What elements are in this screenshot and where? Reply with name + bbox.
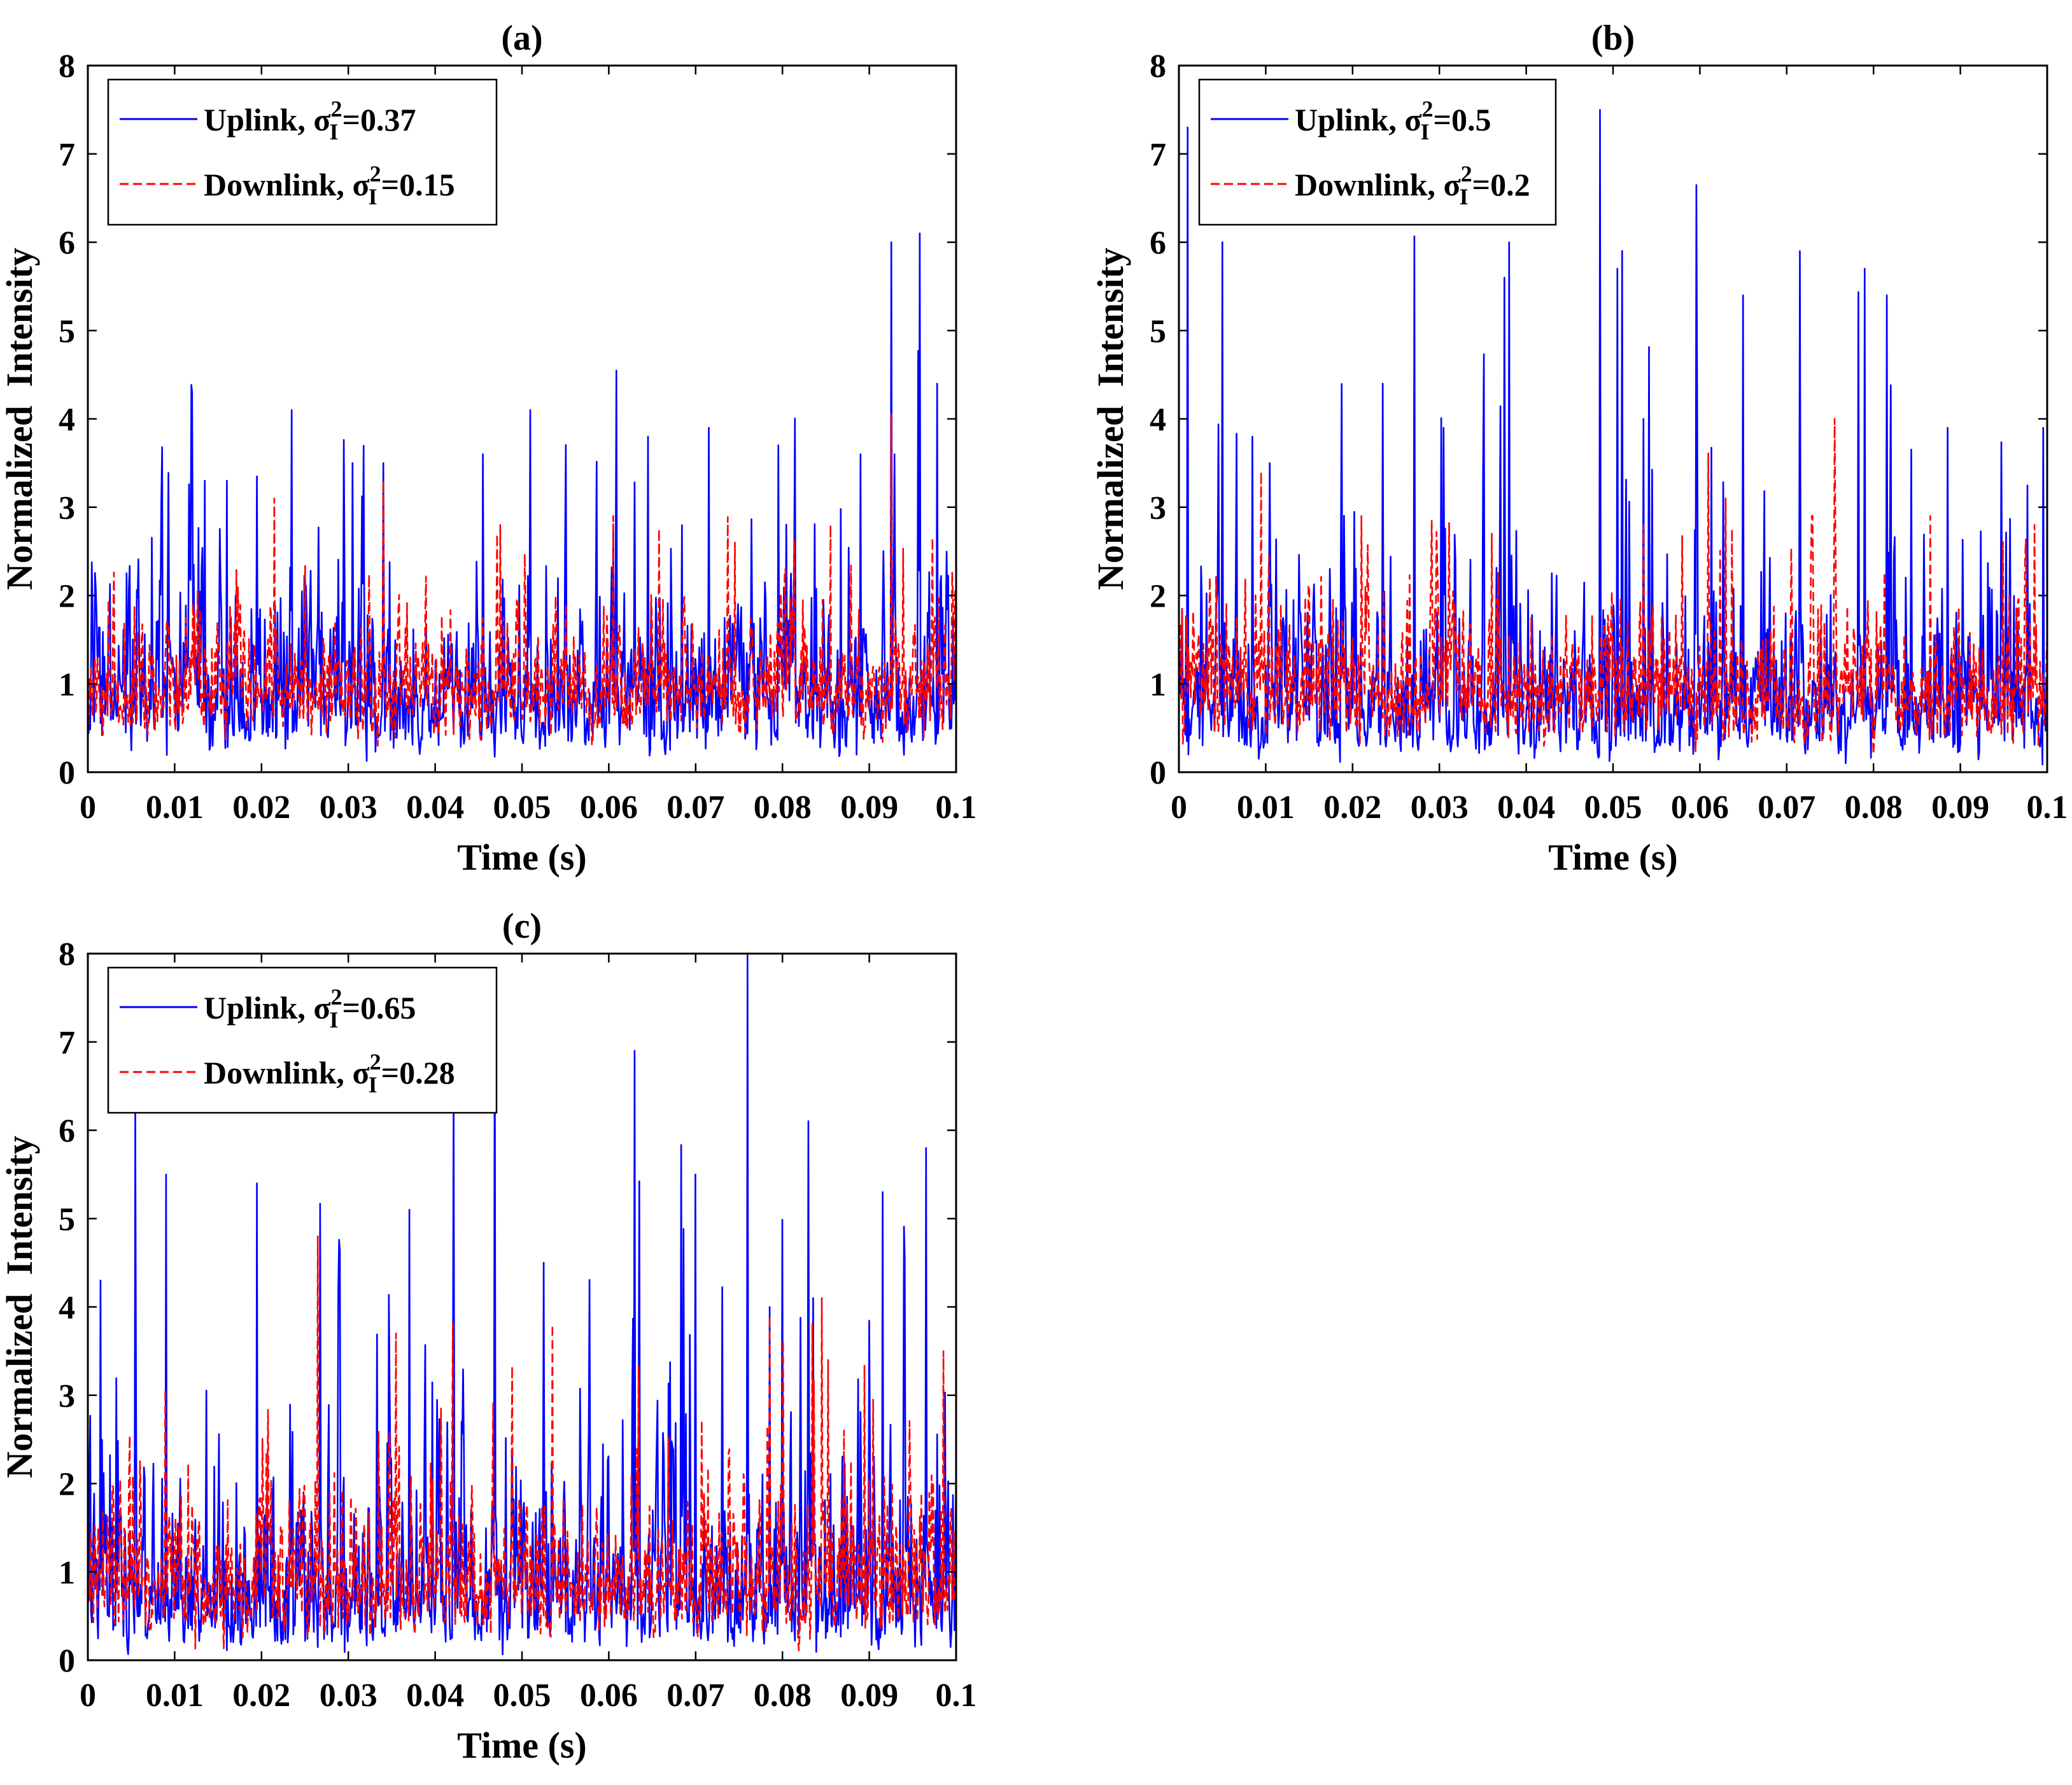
panel-b-x-tick-label: 0.02 bbox=[1323, 789, 1381, 826]
panel-b-x-tick-label: 0.1 bbox=[2027, 789, 2068, 826]
panel-b-y-tick-label: 4 bbox=[1150, 402, 1166, 438]
panel-c-legend-box bbox=[107, 966, 498, 1114]
panel-c-x-tick-label: 0.06 bbox=[580, 1677, 638, 1714]
panel-c-y-axis-label: Normalized Intensity bbox=[0, 1136, 40, 1478]
panel-a-x-tick-label: 0.04 bbox=[406, 789, 464, 826]
panel-a-legend-box bbox=[107, 78, 498, 226]
panel-c: (c) 0 0.01 0.02 0.03 0.04 0.05 0.06 0.07 0.08 0.0… bbox=[0, 907, 977, 1766]
panel-b-y-tick-label: 1 bbox=[1150, 667, 1166, 703]
panel-c-x-tick-label: 0.04 bbox=[406, 1677, 464, 1714]
panel-a-y-tick-label: 3 bbox=[59, 490, 75, 526]
panel-a-x-tick-label: 0.07 bbox=[666, 789, 724, 826]
panel-c-series-downlink bbox=[88, 1235, 956, 1651]
panel-c-y-tick-label: 1 bbox=[59, 1555, 75, 1591]
panel-c-x-tick-label: 0.03 bbox=[320, 1677, 377, 1714]
panel-a-series-uplink bbox=[88, 232, 956, 762]
panel-b-y-tick-label: 0 bbox=[1150, 755, 1166, 791]
panel-c-x-tick-label: 0.05 bbox=[493, 1677, 551, 1714]
panel-a-x-tick-label: 0.05 bbox=[493, 789, 551, 826]
panel-c-x-tick-label: 0.02 bbox=[232, 1677, 290, 1714]
panel-b-x-tick-label: 0.04 bbox=[1497, 789, 1555, 826]
panel-b-legend-label-downlink: Downlink, σ2 I =0.2 bbox=[1295, 161, 1530, 209]
panel-a-series bbox=[88, 232, 956, 762]
panel-b-x-tick-label: 0.08 bbox=[1845, 789, 1903, 826]
panel-c-series bbox=[88, 954, 956, 1656]
panel-a-y-tick-label: 2 bbox=[59, 579, 75, 615]
panel-b-y-tick-label: 5 bbox=[1150, 313, 1166, 349]
panel-c-x-tick-label: 0 bbox=[80, 1677, 96, 1714]
panel-b-ticks: 0 0.01 0.02 0.03 0.04 0.05 0.06 0.07 0.08 0.09 0.1… bbox=[1150, 48, 2068, 826]
panel-b-x-tick-label: 0.07 bbox=[1758, 789, 1815, 826]
panel-a-x-tick-label: 0.06 bbox=[580, 789, 638, 826]
panel-c-x-axis-label: Time (s) bbox=[457, 1725, 587, 1766]
panel-c-y-tick-label: 0 bbox=[59, 1643, 75, 1679]
panel-b-title: (b) bbox=[1591, 18, 1635, 58]
panel-c-y-tick-label: 6 bbox=[59, 1113, 75, 1150]
panel-b-y-tick-label: 7 bbox=[1150, 137, 1166, 173]
panel-a-legend: Uplink, σ2 I =0.37 Downlink, σ2 I =0.15 bbox=[107, 78, 498, 226]
panel-c-x-tick-label: 0.09 bbox=[840, 1677, 898, 1714]
panel-c-ticks: 0 0.01 0.02 0.03 0.04 0.05 0.06 0.07 0.08 0.09 0.1… bbox=[59, 936, 977, 1714]
panel-c-x-tick-label: 0.07 bbox=[666, 1677, 724, 1714]
panel-c-title: (c) bbox=[502, 907, 542, 946]
panel-a-x-axis-label: Time (s) bbox=[457, 836, 587, 878]
panel-b-x-tick-label: 0.05 bbox=[1584, 789, 1642, 826]
panel-b-series-downlink bbox=[1179, 418, 2047, 756]
panel-b-y-tick-label: 3 bbox=[1150, 490, 1166, 526]
panel-c-legend-label-uplink: Uplink, σ2 I =0.65 bbox=[204, 984, 416, 1033]
panel-b-x-axis-label: Time (s) bbox=[1548, 836, 1678, 878]
panel-c-y-tick-label: 5 bbox=[59, 1201, 75, 1238]
panel-a-x-tick-label: 0.1 bbox=[936, 789, 977, 826]
panel-c-x-tick-label: 0.01 bbox=[146, 1677, 204, 1714]
panel-a-ticks: 0 0.01 0.02 0.03 0.04 0.05 0.06 0.07 0.08 0.09 0.1… bbox=[59, 48, 977, 826]
panel-c-legend: Uplink, σ2 I =0.65 Downlink, σ2 I =0.28 bbox=[107, 966, 498, 1114]
panel-b-x-tick-label: 0.03 bbox=[1411, 789, 1469, 826]
panel-a-x-tick-label: 0.03 bbox=[320, 789, 377, 826]
panel-b-y-tick-label: 6 bbox=[1150, 225, 1166, 262]
panel-c-legend-label-downlink: Downlink, σ2 I =0.28 bbox=[204, 1049, 455, 1097]
panel-a-legend-label-uplink: Uplink, σ2 I =0.37 bbox=[204, 96, 416, 145]
panel-a-x-tick-label: 0.02 bbox=[232, 789, 290, 826]
panel-a-title: (a) bbox=[501, 18, 542, 58]
panel-b-x-tick-label: 0.09 bbox=[1931, 789, 1989, 826]
panel-a-y-tick-label: 6 bbox=[59, 225, 75, 262]
panel-b-x-tick-label: 0 bbox=[1171, 789, 1187, 826]
panel-a-legend-label-downlink: Downlink, σ2 I =0.15 bbox=[204, 161, 455, 209]
panel-a-x-tick-label: 0.08 bbox=[754, 789, 812, 826]
panel-c-y-tick-label: 2 bbox=[59, 1467, 75, 1503]
panel-c-x-tick-label: 0.1 bbox=[936, 1677, 977, 1714]
panel-b-series bbox=[1179, 109, 2047, 766]
panel-a-x-tick-label: 0.09 bbox=[840, 789, 898, 826]
panel-c-y-tick-label: 4 bbox=[59, 1290, 75, 1326]
panel-a: (a) 0 0.01 0.02 0.03 0.04 0.05 0.06 0.07 0.08 0.0… bbox=[0, 18, 977, 878]
panel-a-x-tick-label: 0.01 bbox=[146, 789, 204, 826]
panel-b-legend-box bbox=[1198, 78, 1557, 226]
panel-a-y-tick-label: 0 bbox=[59, 755, 75, 791]
panel-a-y-tick-label: 5 bbox=[59, 313, 75, 349]
panel-a-x-tick-label: 0 bbox=[80, 789, 96, 826]
panel-c-y-tick-label: 3 bbox=[59, 1378, 75, 1415]
panel-c-y-tick-label: 8 bbox=[59, 936, 75, 973]
panel-b-legend: Uplink, σ2 I =0.5 Downlink, σ2 I =0.2 bbox=[1198, 78, 1557, 226]
panel-a-y-tick-label: 7 bbox=[59, 137, 75, 173]
panel-b-y-axis-label: Normalized Intensity bbox=[1090, 248, 1131, 590]
panel-b: (b) 0 0.01 0.02 0.03 0.04 0.05 0.06 0.07 0.08 0.0… bbox=[1090, 18, 2068, 878]
panel-a-y-tick-label: 8 bbox=[59, 48, 75, 85]
panel-c-y-tick-label: 7 bbox=[59, 1025, 75, 1061]
panel-a-y-axis-label: Normalized Intensity bbox=[0, 248, 40, 590]
panel-a-y-tick-label: 1 bbox=[59, 667, 75, 703]
panel-c-x-tick-label: 0.08 bbox=[754, 1677, 812, 1714]
panel-b-y-tick-label: 2 bbox=[1150, 579, 1166, 615]
panel-a-y-tick-label: 4 bbox=[59, 402, 75, 438]
panel-b-y-tick-label: 8 bbox=[1150, 48, 1166, 85]
panel-a-series-downlink bbox=[88, 413, 956, 747]
panel-b-x-tick-label: 0.01 bbox=[1237, 789, 1295, 826]
panel-b-x-tick-label: 0.06 bbox=[1671, 789, 1729, 826]
panel-b-legend-label-uplink: Uplink, σ2 I =0.5 bbox=[1295, 96, 1491, 145]
